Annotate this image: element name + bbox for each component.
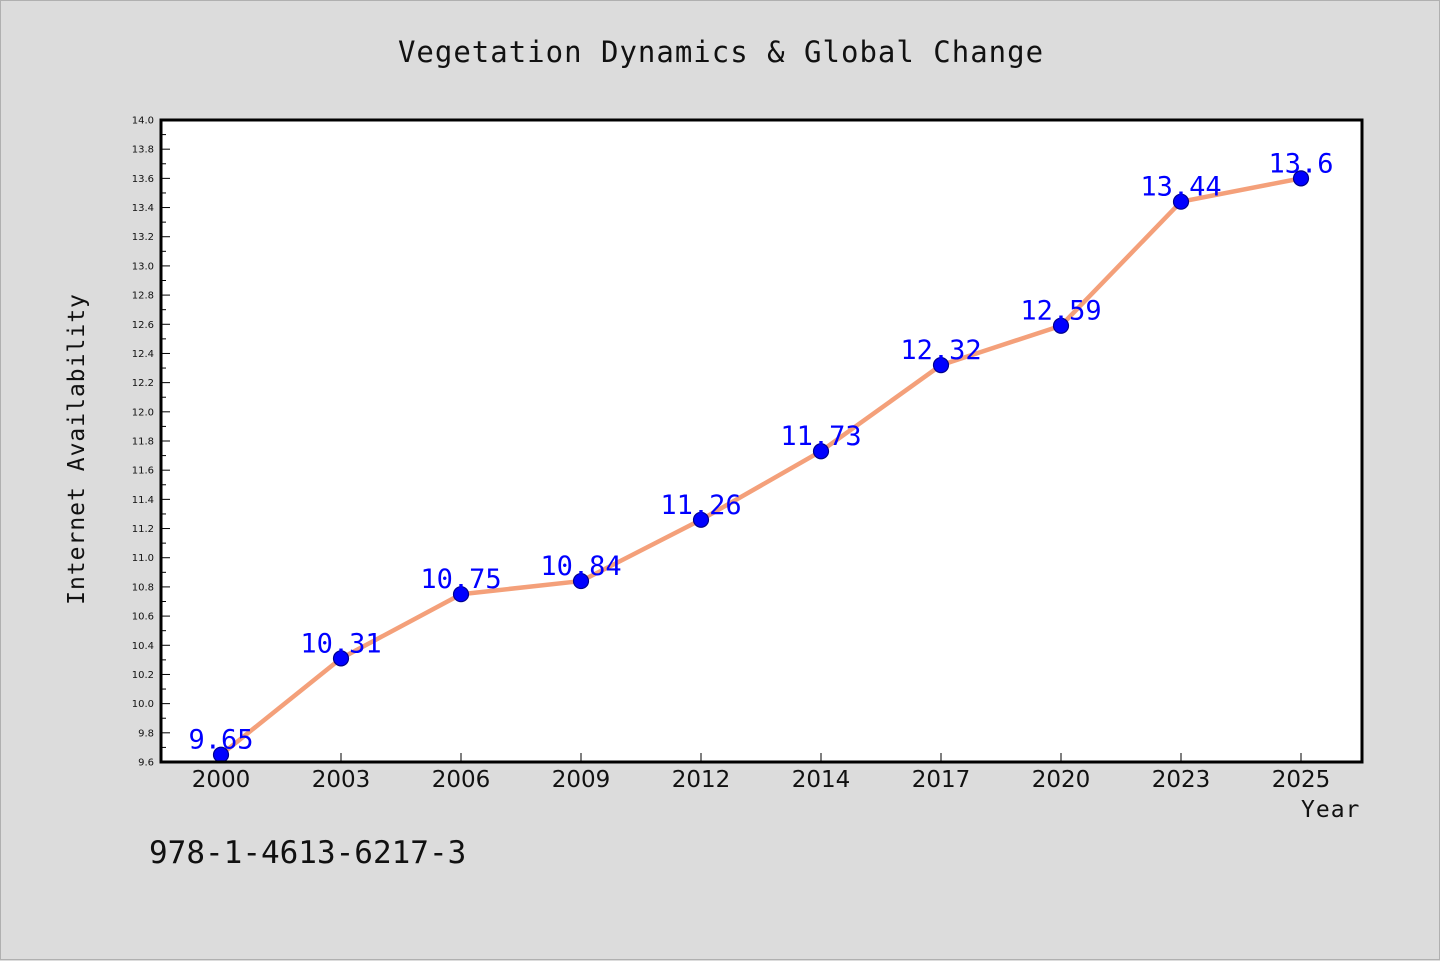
x-tick-label: 2017 — [912, 767, 971, 793]
isbn-caption: 978-1-4613-6217-3 — [149, 835, 467, 871]
plot-border — [159, 118, 1364, 764]
y-tick-label: 10.4 — [132, 641, 154, 652]
data-label: 11.73 — [780, 421, 861, 452]
data-point — [452, 586, 470, 603]
y-tick-label: 12.4 — [132, 349, 154, 360]
y-tick-label: 10.8 — [132, 582, 154, 593]
x-tick-label: 2014 — [792, 767, 851, 793]
x-tick-label: 2000 — [192, 767, 251, 793]
y-tick-label: 11.0 — [132, 553, 154, 564]
data-point — [1172, 193, 1190, 210]
data-label: 10.75 — [420, 564, 501, 595]
data-point — [332, 650, 350, 667]
y-tick-label: 9.8 — [138, 728, 154, 739]
y-tick-label: 13.4 — [132, 203, 154, 214]
y-tick-label: 13.6 — [132, 174, 154, 185]
y-tick-label: 11.8 — [132, 437, 154, 448]
data-point — [932, 357, 950, 374]
x-axis-label: Year — [1301, 797, 1361, 823]
chart-title: Vegetation Dynamics & Global Change — [397, 35, 1045, 69]
y-tick-label: 10.6 — [132, 612, 154, 623]
data-label: 13.44 — [1140, 172, 1221, 203]
x-tick-label: 2012 — [672, 767, 731, 793]
y-tick-label: 10.0 — [132, 699, 154, 710]
data-label: 9.65 — [188, 725, 253, 756]
data-point — [1052, 317, 1070, 334]
y-tick-label: 13.8 — [132, 145, 154, 156]
data-label: 12.32 — [900, 335, 981, 366]
y-tick-label: 13.2 — [132, 232, 154, 243]
plot-area — [161, 120, 1362, 762]
y-tick-label: 12.2 — [132, 378, 154, 389]
data-label: 11.26 — [660, 490, 741, 521]
x-tick-label: 2020 — [1032, 767, 1091, 793]
data-label: 10.84 — [540, 551, 621, 582]
y-tick-label: 11.6 — [132, 466, 154, 477]
series-line — [218, 176, 1304, 757]
data-label: 12.59 — [1020, 296, 1101, 327]
x-tick-label: 2025 — [1272, 767, 1331, 793]
y-tick-label: 9.6 — [138, 758, 154, 769]
data-point — [692, 511, 710, 528]
y-tick-label: 11.2 — [132, 524, 154, 535]
y-tick-label: 14.0 — [132, 116, 154, 127]
y-tick-label: 12.6 — [132, 320, 154, 331]
data-label: 13.6 — [1268, 148, 1333, 179]
y-tick-label: 10.2 — [132, 670, 154, 681]
data-point — [572, 572, 590, 590]
data-label: 10.31 — [300, 628, 381, 659]
data-point — [812, 443, 830, 460]
data-point — [1292, 170, 1310, 187]
x-tick-label: 2003 — [312, 767, 371, 793]
y-tick-label: 12.8 — [132, 291, 154, 302]
x-tick-label: 2023 — [1152, 767, 1211, 793]
y-tick-label: 11.4 — [132, 495, 154, 506]
y-tick-label: 13.0 — [132, 261, 154, 272]
x-tick-label: 2009 — [552, 767, 611, 793]
y-tick-label: 12.0 — [132, 407, 154, 418]
x-tick-label: 2006 — [432, 767, 491, 793]
x-axis: 2000 2003 2006 2009 2012 2014 2017 2020 2023 2025 — [192, 753, 1331, 793]
